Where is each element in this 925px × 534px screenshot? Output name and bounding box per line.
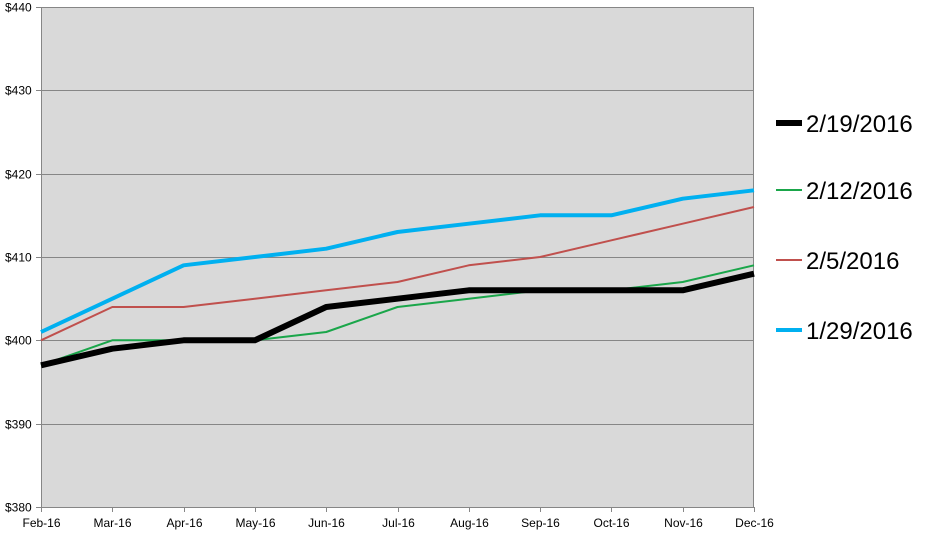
y-axis: $380 $390 $400 $410 $420 $430 $440 — [5, 1, 42, 515]
x-tick-label: Jun-16 — [308, 516, 345, 530]
legend: 2/19/2016 2/12/2016 2/5/2016 1/29/2016 — [776, 111, 913, 345]
x-axis: Feb-16 Mar-16 Apr-16 May-16 Jun-16 Jul-16 Aug-… — [22, 507, 774, 530]
x-tick-label: Aug-16 — [450, 516, 489, 530]
series-line-2-5-2016 — [40, 206, 755, 342]
x-tick-label: Oct-16 — [593, 516, 629, 530]
x-tick-label: Mar-16 — [93, 516, 131, 530]
x-tick-label: Sep-16 — [521, 516, 560, 530]
y-tick-label: $410 — [5, 251, 32, 265]
y-tick-label: $430 — [5, 84, 32, 98]
legend-label: 2/12/2016 — [806, 178, 913, 205]
x-tick-label: May-16 — [235, 516, 275, 530]
y-tick-label: $440 — [5, 1, 32, 15]
x-tick-label: Jul-16 — [382, 516, 415, 530]
series-line-2-19-2016 — [40, 270, 755, 369]
y-tick-label: $380 — [5, 501, 32, 515]
y-tick-label: $400 — [5, 334, 32, 348]
legend-label: 2/19/2016 — [806, 111, 913, 138]
legend-label: 1/29/2016 — [806, 318, 913, 345]
y-tick-label: $390 — [5, 418, 32, 432]
x-tick-label: Feb-16 — [22, 516, 60, 530]
series-line-1-29-2016 — [40, 188, 755, 334]
series-lines — [40, 188, 755, 369]
legend-label: 2/5/2016 — [806, 248, 899, 275]
y-tick-label: $420 — [5, 168, 32, 182]
x-tick-label: Nov-16 — [664, 516, 703, 530]
x-tick-label: Dec-16 — [735, 516, 774, 530]
x-tick-label: Apr-16 — [166, 516, 202, 530]
